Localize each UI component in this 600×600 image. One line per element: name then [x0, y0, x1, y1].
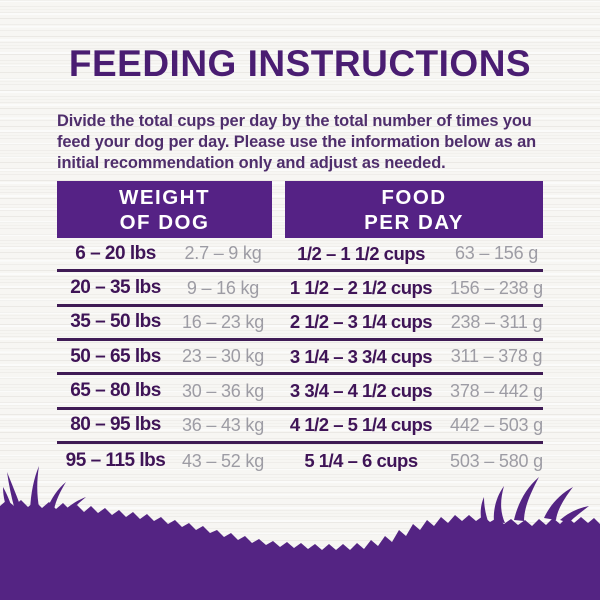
table-row: 95 – 115 lbs 43 – 52 kg 5 1/4 – 6 cups 5… — [57, 444, 543, 478]
food-grams: 442 – 503 g — [450, 414, 543, 435]
header-weight-line1: WEIGHT — [119, 185, 210, 209]
weight-kg: 9 – 16 kg — [186, 277, 260, 298]
header-food-per-day: FOOD PER DAY — [285, 181, 543, 238]
table-row: 80 – 95 lbs 36 – 43 kg 4 1/2 – 5 1/4 cup… — [57, 410, 543, 445]
weight-lbs: 95 – 115 lbs — [65, 450, 166, 472]
weight-lbs: 6 – 20 lbs — [75, 242, 156, 264]
intro-text: Divide the total cups per day by the tot… — [57, 112, 537, 172]
weight-lbs: 20 – 35 lbs — [70, 277, 161, 299]
weight-lbs: 80 – 95 lbs — [70, 414, 161, 436]
food-cups: 5 1/4 – 6 cups — [304, 450, 418, 472]
food-grams: 63 – 156 g — [454, 243, 539, 264]
weight-kg: 36 – 43 kg — [181, 414, 265, 435]
header-weight-line2: OF DOG — [119, 210, 210, 234]
feeding-table: WEIGHT OF DOG FOOD PER DAY 6 – 20 lbs 2.… — [57, 181, 543, 478]
food-cups: 1 1/2 – 2 1/2 cups — [289, 277, 433, 299]
food-cups: 2 1/2 – 3 1/4 cups — [289, 311, 433, 333]
weight-lbs: 65 – 80 lbs — [70, 380, 161, 402]
table-row: 6 – 20 lbs 2.7 – 9 kg 1/2 – 1 1/2 cups 6… — [57, 238, 543, 273]
food-cups: 1/2 – 1 1/2 cups — [297, 242, 425, 264]
food-grams: 378 – 442 g — [450, 380, 543, 401]
header-weight-of-dog: WEIGHT OF DOG — [57, 181, 272, 238]
food-grams: 503 – 580 g — [450, 450, 543, 471]
header-gap — [272, 181, 285, 238]
table-header-row: WEIGHT OF DOG FOOD PER DAY — [57, 181, 543, 238]
grass-silhouette-graphic — [0, 466, 600, 600]
table-row: 35 – 50 lbs 16 – 23 kg 2 1/2 – 3 1/4 cup… — [57, 307, 543, 342]
food-grams: 238 – 311 g — [450, 311, 543, 332]
food-grams: 156 – 238 g — [450, 277, 543, 298]
food-grams: 311 – 378 g — [450, 346, 543, 367]
weight-kg: 43 – 52 kg — [181, 450, 265, 471]
header-food-line2: PER DAY — [364, 210, 464, 234]
weight-kg: 23 – 30 kg — [181, 346, 265, 367]
weight-kg: 16 – 23 kg — [181, 311, 265, 332]
table-row: 20 – 35 lbs 9 – 16 kg 1 1/2 – 2 1/2 cups… — [57, 272, 543, 307]
weight-lbs: 35 – 50 lbs — [70, 311, 161, 333]
food-cups: 4 1/2 – 5 1/4 cups — [289, 414, 433, 436]
weight-lbs: 50 – 65 lbs — [70, 345, 161, 367]
header-food-line1: FOOD — [381, 185, 447, 209]
weight-kg: 30 – 36 kg — [181, 380, 265, 401]
food-cups: 3 1/4 – 3 3/4 cups — [289, 345, 433, 367]
food-cups: 3 3/4 – 4 1/2 cups — [289, 380, 433, 402]
page-title: FEEDING INSTRUCTIONS — [68, 43, 532, 84]
weight-kg: 2.7 – 9 kg — [184, 243, 262, 264]
table-row: 50 – 65 lbs 23 – 30 kg 3 1/4 – 3 3/4 cup… — [57, 341, 543, 376]
table-row: 65 – 80 lbs 30 – 36 kg 3 3/4 – 4 1/2 cup… — [57, 375, 543, 410]
